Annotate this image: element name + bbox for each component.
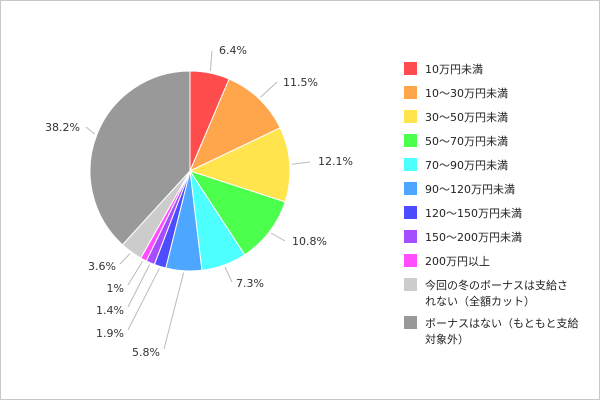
leader-line-6 (163, 272, 185, 350)
legend-label-6: 90〜120万円未満 (425, 183, 515, 196)
pie-slices (89, 70, 291, 272)
legend-swatch-8 (404, 230, 417, 243)
legend-swatch-11 (404, 316, 417, 329)
legend-swatch-7 (404, 206, 417, 219)
leader-line-9 (127, 261, 144, 286)
legend-label-7: 120〜150万円未満 (425, 207, 522, 220)
value-label-5: 7.3% (236, 277, 264, 290)
value-label-6: 5.8% (132, 346, 160, 359)
leader-line-5 (224, 266, 233, 283)
legend-label-10-line-2: れない（全額カット） (425, 294, 535, 308)
leader-line-11 (85, 126, 96, 135)
value-label-8: 1.4% (96, 304, 124, 317)
legend-label-10-line-1: 今回の冬のボーナスは支給さ (425, 278, 568, 292)
legend-swatch-4 (404, 134, 417, 147)
legend-label-4: 50〜70万円未満 (425, 135, 508, 148)
legend-swatch-1 (404, 62, 417, 75)
legend-label-1: 10万円未満 (425, 63, 483, 76)
legend: 10万円未満 10〜30万円未満 30〜50万円未満 50〜70万円未満 70〜90万円… (404, 62, 579, 346)
value-label-4: 10.8% (292, 235, 327, 248)
value-label-1: 6.4% (219, 44, 247, 57)
legend-swatch-6 (404, 182, 417, 195)
legend-swatch-2 (404, 86, 417, 99)
legend-label-3: 30〜50万円未満 (425, 111, 508, 124)
leader-lines (85, 50, 311, 350)
leader-line-1 (209, 50, 213, 72)
legend-label-2: 10〜30万円未満 (425, 87, 508, 100)
value-labels: 6.4% 11.5% 12.1% 10.8% 7.3% 5.8% 1.9% 1.4% 1% 3.6… (45, 44, 353, 359)
legend-label-9: 200万円以上 (425, 255, 490, 268)
legend-label-5: 70〜90万円未満 (425, 159, 508, 172)
legend-swatch-9 (404, 254, 417, 267)
value-label-3: 12.1% (318, 155, 353, 168)
pie-slice-4 (188, 170, 286, 256)
legend-swatch-5 (404, 158, 417, 171)
leader-line-10 (119, 253, 131, 265)
leader-line-8 (127, 264, 150, 308)
value-label-11: 38.2% (45, 121, 80, 134)
legend-label-8: 150〜200万円未満 (425, 231, 522, 244)
leader-line-4 (270, 232, 286, 242)
value-label-10: 3.6% (88, 260, 116, 273)
leader-line-7 (127, 268, 160, 331)
legend-swatch-3 (404, 110, 417, 123)
leader-line-2 (260, 81, 278, 98)
leader-line-3 (291, 161, 311, 165)
value-label-7: 1.9% (96, 327, 124, 340)
pie-slice-3 (188, 127, 291, 203)
value-label-2: 11.5% (283, 76, 318, 89)
pie-slice-11 (89, 70, 191, 246)
pie-slice-2 (189, 78, 281, 173)
legend-label-11-line-1: ボーナスはない（もともと支給 (425, 316, 579, 330)
legend-label-11-line-2: 対象外） (425, 332, 469, 346)
legend-swatch-10 (404, 278, 417, 291)
value-label-9: 1% (107, 282, 124, 295)
